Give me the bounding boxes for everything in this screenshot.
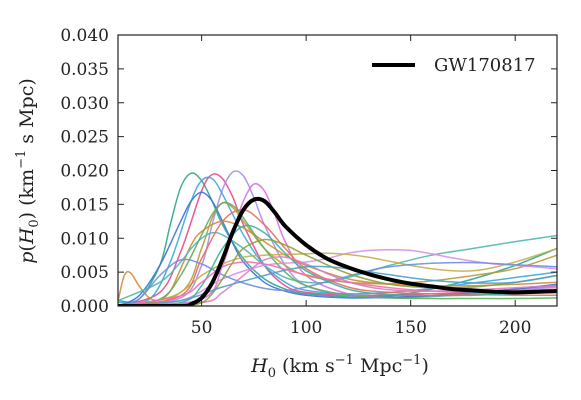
series-line-11 — [118, 247, 557, 306]
y-label-open: ( — [16, 244, 38, 251]
y-tick-label-0: 0.000 — [60, 297, 109, 317]
y-tick-label-2: 0.010 — [60, 229, 109, 249]
y-label-sup: −1 — [14, 150, 29, 169]
y-label-sub: 0 — [27, 219, 42, 227]
legend-label-gw170817: GW170817 — [434, 55, 536, 76]
series-line-13 — [118, 209, 557, 306]
y-label-func: p — [16, 252, 38, 264]
x-label-post: ) — [421, 355, 428, 377]
x-axis-label: H0 (km s−1 Mpc−1) — [250, 353, 429, 381]
y-label-var: H — [16, 227, 38, 245]
series-line-gw170817 — [118, 196, 557, 306]
x-label-mid: Mpc — [354, 355, 402, 377]
x-tick-label-100: 100 — [290, 318, 322, 338]
y-label-pre: (km — [16, 169, 38, 212]
y-label-close: ) — [16, 212, 38, 219]
series-line-18 — [118, 265, 557, 306]
ticks-layer: 50 100 150 200 0.000 0.005 0.010 0.015 0.020 0.02… — [60, 26, 557, 338]
series-line-15 — [118, 224, 557, 306]
y-tick-label-7: 0.035 — [60, 60, 109, 80]
y-label-post: s Mpc) — [16, 78, 38, 150]
x-tick-label-150: 150 — [394, 318, 426, 338]
highlight-layer — [118, 196, 557, 306]
x-label-pre: (km s — [276, 355, 335, 377]
y-tick-label-5: 0.025 — [60, 128, 109, 148]
series-line-12 — [118, 258, 557, 306]
y-tick-label-6: 0.030 — [60, 94, 109, 114]
x-label-sup2: −1 — [402, 353, 421, 368]
y-axis-label: p(H0) (km−1 s Mpc) — [14, 78, 42, 264]
x-tick-label-200: 200 — [499, 318, 531, 338]
y-tick-label-1: 0.005 — [60, 263, 109, 283]
legend: GW170817 — [372, 55, 536, 76]
y-tick-label-3: 0.015 — [60, 195, 109, 215]
x-label-sup1: −1 — [335, 353, 354, 368]
series-layer — [118, 170, 557, 306]
y-tick-label-4: 0.020 — [60, 162, 109, 182]
x-label-sub: 0 — [268, 366, 276, 381]
y-tick-label-8: 0.040 — [60, 26, 109, 46]
x-tick-label-50: 50 — [191, 318, 213, 338]
series-line-14 — [118, 201, 557, 306]
x-label-var: H — [250, 355, 268, 377]
